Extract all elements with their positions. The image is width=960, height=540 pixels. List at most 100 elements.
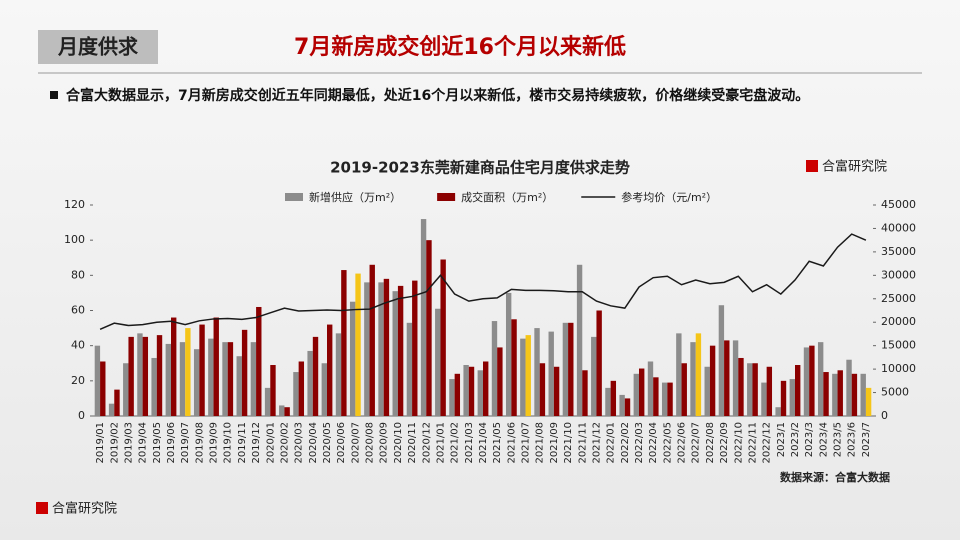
x-tick-label: 2019/11 (237, 422, 248, 464)
bar (851, 373, 858, 416)
x-tick-label: 2020/01 (265, 422, 276, 464)
bar (709, 345, 716, 416)
x-tick-label: 2022/10 (733, 422, 744, 464)
bar (454, 373, 461, 416)
logo-icon (806, 160, 818, 172)
y2-tick-label: 10000 (881, 362, 916, 375)
tag: 月度供求 (57, 35, 139, 59)
x-tick-label: 2021/06 (506, 422, 517, 464)
bar (497, 347, 503, 416)
bar (321, 363, 327, 416)
logo: 合富研究院 (822, 159, 887, 175)
bar (256, 306, 262, 416)
bar (298, 361, 305, 416)
legend-label: 新增供应（万m²） (309, 190, 401, 204)
bar (568, 322, 574, 416)
bar (562, 322, 569, 416)
bar (128, 336, 134, 416)
x-tick-label: 2021/05 (492, 422, 503, 464)
x-tick-label: 2022/09 (719, 422, 730, 464)
bar (761, 382, 767, 416)
bar (463, 365, 469, 416)
x-tick-label: 2020/06 (336, 422, 347, 464)
bar (752, 363, 758, 416)
bar (789, 379, 795, 416)
bar (156, 335, 163, 416)
bar (483, 361, 489, 416)
bar (284, 407, 290, 416)
x-tick-label: 2021/11 (577, 422, 588, 464)
x-tick-label: 2019/06 (166, 422, 177, 464)
bar (766, 366, 773, 416)
bar (185, 328, 191, 416)
y-tick-label: 120 (64, 198, 85, 211)
bar (108, 403, 115, 416)
y-tick-label: 40 (71, 339, 85, 352)
bar (151, 357, 157, 416)
bar (817, 342, 824, 416)
x-tick-label: 2019/10 (223, 422, 234, 464)
y2-tick-label: 15000 (881, 339, 916, 352)
page-title: 7月新房成交创近16个月以来新低 (294, 34, 626, 60)
bar (114, 389, 120, 416)
bar (137, 333, 143, 416)
bar (440, 259, 446, 416)
bar (435, 308, 441, 416)
bar (236, 356, 242, 416)
x-tick-label: 2023/1 (776, 422, 787, 457)
bar (775, 407, 781, 416)
x-tick-label: 2021/03 (464, 422, 475, 464)
source: 数据来源：合富大数据 (780, 470, 890, 484)
bar (520, 338, 526, 416)
chart-title: 2019-2023东莞新建商品住宅月度供求走势 (330, 159, 630, 177)
bar (279, 405, 285, 416)
x-tick-label: 2020/03 (294, 422, 305, 464)
bar (327, 324, 333, 416)
bar (505, 292, 512, 416)
bar (227, 342, 234, 416)
x-tick-label: 2021/12 (591, 422, 602, 464)
x-tick-label: 2020/11 (407, 422, 418, 464)
y-tick-label: 100 (64, 233, 85, 246)
x-tick-label: 2022/02 (620, 422, 631, 464)
bar (250, 342, 257, 416)
bar (412, 280, 418, 416)
x-tick-label: 2023/2 (790, 422, 801, 457)
bar (349, 301, 356, 416)
x-tick-label: 2022/03 (634, 422, 645, 464)
bar (222, 342, 228, 416)
x-tick-label: 2022/11 (747, 422, 758, 464)
x-tick-label: 2022/01 (606, 422, 617, 464)
bar (335, 333, 342, 416)
bullet (50, 91, 58, 99)
bar (690, 342, 696, 416)
bar (94, 345, 101, 416)
bar (525, 335, 531, 416)
bar (718, 305, 725, 416)
bar (832, 373, 838, 416)
x-tick-label: 2021/09 (549, 422, 560, 464)
bar (676, 333, 682, 416)
bar (647, 361, 654, 416)
x-tick-label: 2020/07 (350, 422, 361, 464)
bar (803, 347, 810, 416)
bar (100, 361, 106, 416)
legend-label: 成交面积（万m²） (461, 190, 553, 204)
bar (264, 387, 271, 416)
bar (199, 324, 205, 416)
bar (724, 340, 730, 416)
y2-tick-label: 0 (881, 409, 888, 422)
bar (596, 310, 602, 416)
bar (846, 359, 852, 416)
x-tick-label: 2019/07 (180, 422, 191, 464)
y-tick-label: 20 (71, 374, 85, 387)
bar (610, 380, 617, 416)
bar (582, 370, 588, 416)
bar (823, 372, 829, 416)
x-tick-label: 2023/3 (804, 422, 815, 457)
bar (860, 373, 866, 416)
y2-tick-label: 25000 (881, 292, 916, 305)
bar (865, 387, 872, 416)
x-tick-label: 2020/02 (279, 422, 290, 464)
